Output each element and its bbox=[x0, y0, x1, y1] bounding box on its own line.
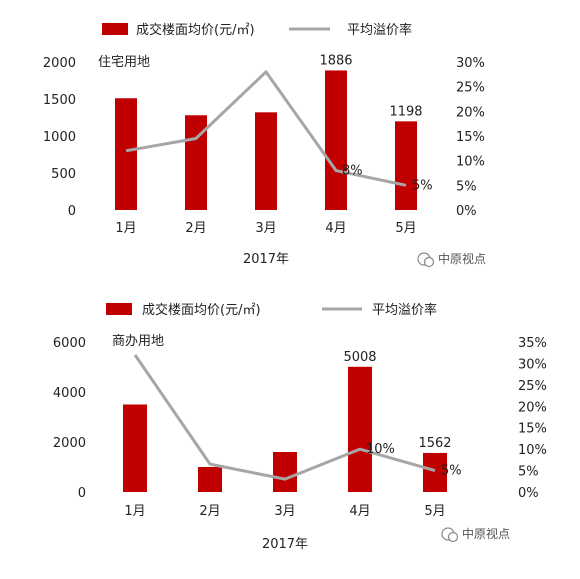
bar-data-label: 1562 bbox=[418, 436, 451, 451]
line-data-label: 5% bbox=[441, 464, 462, 479]
x-axis-title: 2017年 bbox=[262, 537, 308, 552]
y-left-tick-label: 1000 bbox=[43, 130, 76, 145]
legend-bar-swatch bbox=[102, 23, 128, 35]
y-right-tick-label: 30% bbox=[456, 56, 485, 71]
x-category-label: 4月 bbox=[325, 221, 346, 236]
bar bbox=[273, 452, 297, 492]
y-right-tick-label: 20% bbox=[518, 400, 547, 415]
legend-line-label: 平均溢价率 bbox=[347, 22, 412, 38]
x-category-label: 4月 bbox=[349, 504, 370, 519]
bar bbox=[123, 405, 147, 493]
y-left-tick-label: 500 bbox=[51, 167, 76, 182]
y-right-tick-label: 10% bbox=[518, 443, 547, 458]
legend-bar-swatch bbox=[106, 303, 132, 315]
x-category-label: 5月 bbox=[395, 221, 416, 236]
bar bbox=[198, 467, 222, 492]
bar-data-label: 1198 bbox=[389, 104, 422, 119]
watermark-text: 中原视点 bbox=[438, 251, 486, 266]
x-category-label: 3月 bbox=[255, 221, 276, 236]
y-right-tick-label: 20% bbox=[456, 105, 485, 120]
x-category-label: 2月 bbox=[199, 504, 220, 519]
y-left-tick-label: 0 bbox=[68, 204, 76, 219]
x-category-label: 1月 bbox=[115, 221, 136, 236]
x-axis-title: 2017年 bbox=[243, 252, 289, 267]
y-left-tick-label: 4000 bbox=[53, 386, 86, 401]
land-type-label: 商办用地 bbox=[112, 334, 164, 349]
y-left-tick-label: 6000 bbox=[53, 336, 86, 351]
x-category-label: 5月 bbox=[424, 504, 445, 519]
chart-panel-commercial: 成交楼面均价(元/㎡) 平均溢价率商办用地 0 2000 4000 6000 0% 5% 10%… bbox=[0, 290, 580, 575]
legend-line-label: 平均溢价率 bbox=[372, 302, 437, 318]
wechat-icon-bubble bbox=[449, 533, 458, 542]
bar bbox=[348, 367, 372, 492]
land-type-label: 住宅用地 bbox=[98, 55, 150, 70]
wechat-icon-bubble bbox=[425, 258, 434, 267]
x-category-label: 2月 bbox=[185, 221, 206, 236]
line-data-label: 10% bbox=[366, 442, 395, 457]
y-right-tick-label: 0% bbox=[456, 204, 477, 219]
y-left-tick-label: 2000 bbox=[53, 436, 86, 451]
y-left-tick-label: 0 bbox=[78, 486, 86, 501]
y-left-tick-label: 1500 bbox=[43, 93, 76, 108]
watermark-text: 中原视点 bbox=[462, 526, 510, 541]
bar bbox=[325, 70, 347, 210]
y-right-tick-label: 35% bbox=[518, 336, 547, 351]
line-data-label: 8% bbox=[342, 164, 363, 179]
y-right-tick-label: 30% bbox=[518, 357, 547, 372]
y-right-tick-label: 15% bbox=[456, 130, 485, 145]
y-right-tick-label: 0% bbox=[518, 486, 539, 501]
y-right-tick-label: 5% bbox=[456, 179, 477, 194]
line-data-label: 5% bbox=[412, 178, 433, 193]
bar bbox=[395, 121, 417, 210]
y-right-tick-label: 25% bbox=[456, 81, 485, 96]
y-right-tick-label: 5% bbox=[518, 465, 539, 480]
x-category-label: 1月 bbox=[124, 504, 145, 519]
chart-panel-residential: 成交楼面均价(元/㎡) 平均溢价率住宅用地 0 500 1000 1500 2000 0% 5%… bbox=[0, 0, 580, 280]
bar bbox=[255, 112, 277, 210]
y-right-tick-label: 15% bbox=[518, 422, 547, 437]
bar-data-label: 5008 bbox=[343, 350, 376, 365]
bar bbox=[115, 98, 137, 210]
legend-bar-label: 成交楼面均价(元/㎡) bbox=[142, 302, 261, 318]
legend-bar-label: 成交楼面均价(元/㎡) bbox=[136, 22, 255, 38]
x-category-label: 3月 bbox=[274, 504, 295, 519]
bar-data-label: 1886 bbox=[319, 53, 352, 68]
y-right-tick-label: 10% bbox=[456, 155, 485, 170]
y-right-tick-label: 25% bbox=[518, 379, 547, 394]
y-left-tick-label: 2000 bbox=[43, 56, 76, 71]
